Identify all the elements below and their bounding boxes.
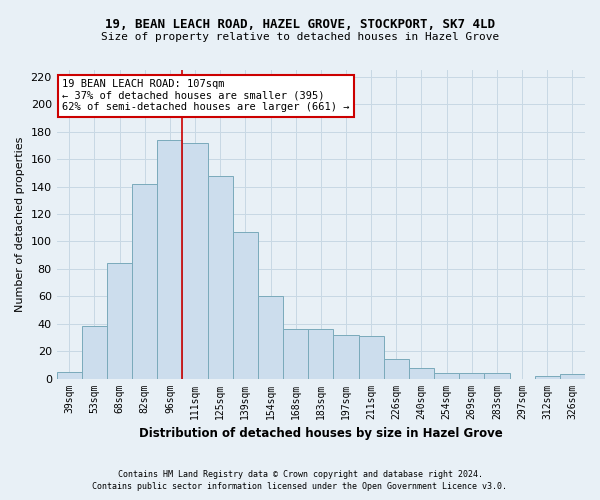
Bar	[434, 373, 459, 378]
Bar	[359, 336, 384, 378]
Bar	[157, 140, 182, 378]
Bar	[459, 373, 484, 378]
Text: Size of property relative to detached houses in Hazel Grove: Size of property relative to detached ho…	[101, 32, 499, 42]
Text: 19, BEAN LEACH ROAD, HAZEL GROVE, STOCKPORT, SK7 4LD: 19, BEAN LEACH ROAD, HAZEL GROVE, STOCKP…	[105, 18, 495, 30]
Bar	[258, 296, 283, 378]
Bar	[182, 142, 208, 378]
Bar	[208, 176, 233, 378]
Bar	[308, 329, 334, 378]
Bar	[484, 373, 509, 378]
Text: 19 BEAN LEACH ROAD: 107sqm
← 37% of detached houses are smaller (395)
62% of sem: 19 BEAN LEACH ROAD: 107sqm ← 37% of deta…	[62, 80, 349, 112]
Y-axis label: Number of detached properties: Number of detached properties	[15, 136, 25, 312]
Bar	[535, 376, 560, 378]
Bar	[107, 264, 132, 378]
Bar	[132, 184, 157, 378]
Text: Contains HM Land Registry data © Crown copyright and database right 2024.: Contains HM Land Registry data © Crown c…	[118, 470, 482, 479]
Text: Contains public sector information licensed under the Open Government Licence v3: Contains public sector information licen…	[92, 482, 508, 491]
X-axis label: Distribution of detached houses by size in Hazel Grove: Distribution of detached houses by size …	[139, 427, 503, 440]
Bar	[334, 334, 359, 378]
Bar	[56, 372, 82, 378]
Bar	[233, 232, 258, 378]
Bar	[384, 360, 409, 378]
Bar	[82, 326, 107, 378]
Bar	[409, 368, 434, 378]
Bar	[560, 374, 585, 378]
Bar	[283, 329, 308, 378]
